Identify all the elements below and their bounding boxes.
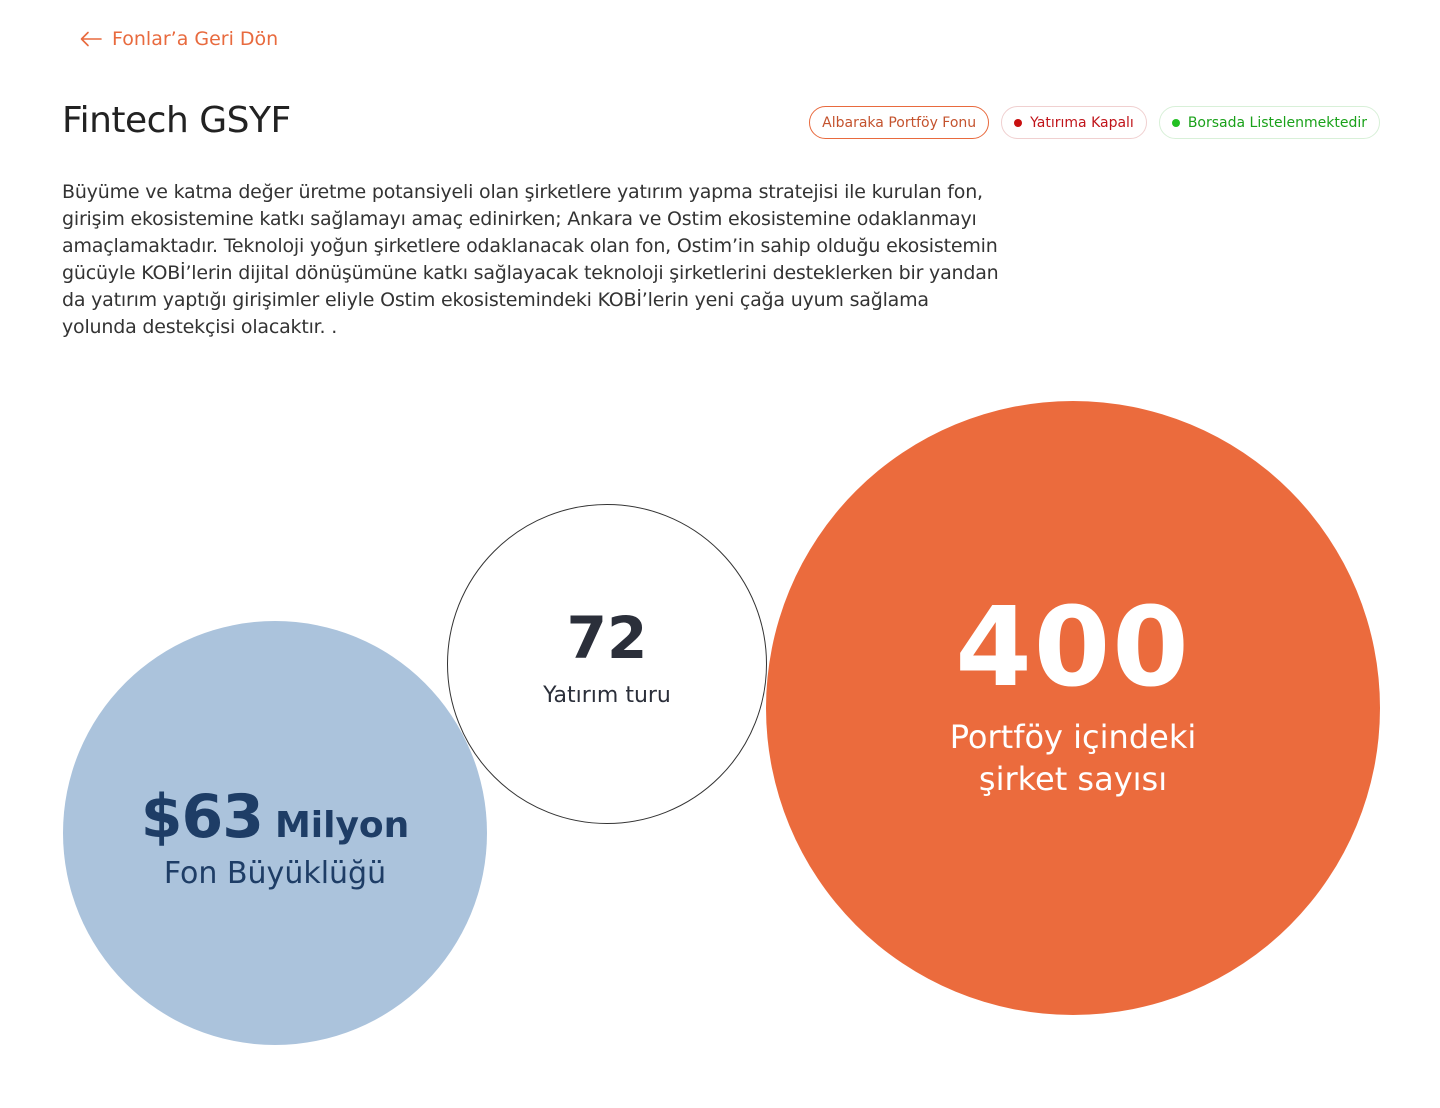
arrow-left-icon xyxy=(80,31,102,47)
portfolio-companies-value: 400 xyxy=(955,583,1191,711)
fund-size-circle: $63 Milyon Fon Büyüklüğü xyxy=(63,621,487,1045)
back-to-funds-link[interactable]: Fonlar’a Geri Dön xyxy=(80,28,278,50)
investment-status-label: Yatırıma Kapalı xyxy=(1030,114,1134,131)
investment-rounds-value: 72 xyxy=(566,603,648,672)
portfolio-companies-label: Portföy içindeki şirket sayısı xyxy=(949,718,1197,798)
fund-size-label: Fon Büyüklüğü xyxy=(163,855,387,891)
fund-manager-badge-label: Albaraka Portföy Fonu xyxy=(822,114,977,131)
portfolio-companies-circle: 400 Portföy içindeki şirket sayısı xyxy=(766,401,1380,1015)
fund-size-value: $63 Milyon xyxy=(141,782,410,852)
fund-size-amount: $63 xyxy=(140,781,264,852)
status-dot-green-icon xyxy=(1171,118,1180,127)
fund-manager-badge: Albaraka Portföy Fonu xyxy=(809,106,990,139)
page-title: Fintech GSYF xyxy=(62,100,291,141)
back-link-label: Fonlar’a Geri Dön xyxy=(112,28,279,50)
fund-size-unit: Milyon xyxy=(274,804,410,846)
status-badges: Albaraka Portföy Fonu Yatırıma Kapalı Bo… xyxy=(809,106,1380,139)
listing-status-label: Borsada Listelenmektedir xyxy=(1187,114,1367,131)
investment-rounds-circle: 72 Yatırım turu xyxy=(447,504,767,824)
investment-rounds-label: Yatırım turu xyxy=(543,682,671,708)
status-dot-red-icon xyxy=(1014,118,1023,127)
fund-description: Büyüme ve katma değer üretme potansiyeli… xyxy=(62,181,999,338)
listing-status-badge: Borsada Listelenmektedir xyxy=(1158,106,1380,139)
investment-status-badge: Yatırıma Kapalı xyxy=(1001,106,1147,139)
